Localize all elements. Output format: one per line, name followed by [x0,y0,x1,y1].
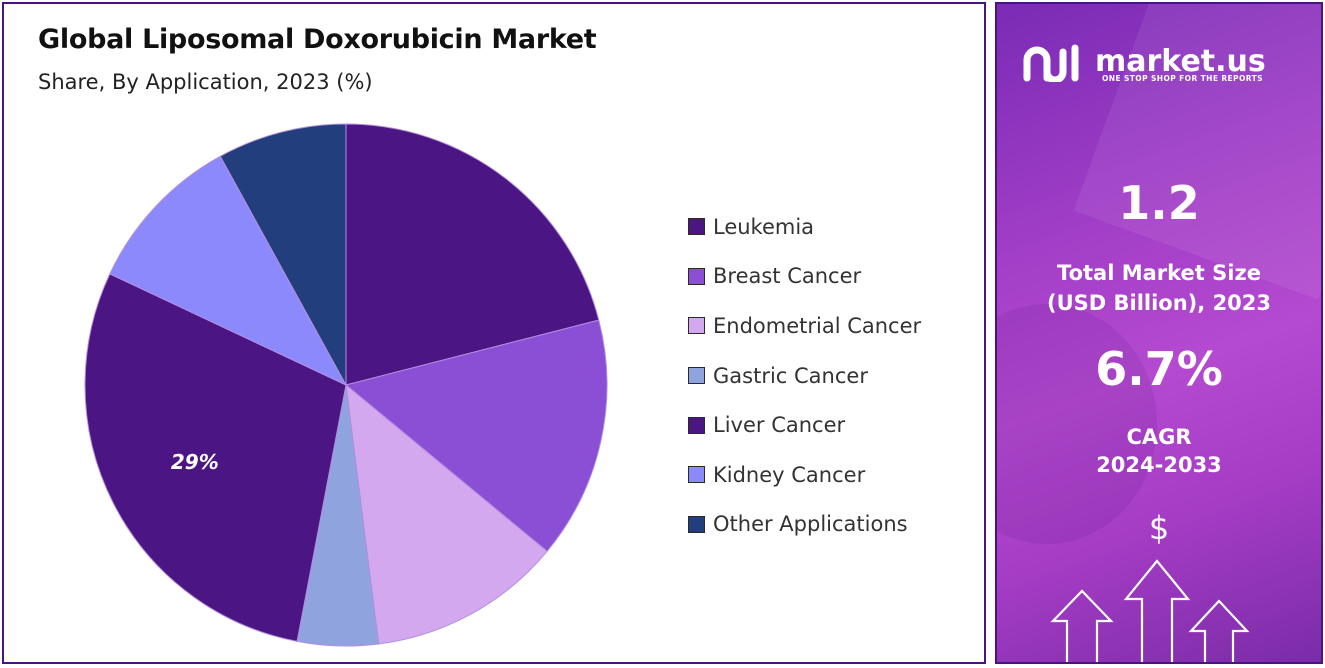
legend-swatch [688,218,705,236]
chart-title: Global Liposomal Doxorubicin Market [38,24,597,55]
legend-item: Leukemia [688,202,921,252]
chart-legend: Leukemia Breast Cancer Endometrial Cancer G… [688,202,921,549]
pie-slice-other-applications [219,123,347,386]
pie-slice-kidney-cancer [109,155,348,387]
summary-panel: market.us ONE STOP SHOP FOR THE REPORTS … [995,2,1323,664]
market-size-label-line1: Total Market Size [1057,261,1261,285]
growth-arrows-icon [1050,559,1250,662]
pie-slice-endometrial-cancer [345,383,548,645]
market-size-label-line2: (USD Billion), 2023 [1046,291,1272,315]
legend-item: Endometrial Cancer [688,301,921,351]
legend-item: Liver Cancer [688,400,921,450]
legend-item: Gastric Cancer [688,351,921,401]
chart-subtitle: Share, By Application, 2023 (%) [38,70,373,94]
brand-name: market.us [1095,44,1266,79]
market-us-logo-icon [1023,44,1079,82]
legend-swatch [688,416,705,434]
legend-swatch [688,317,705,335]
legend-swatch [688,367,705,385]
legend-label: Endometrial Cancer [713,313,922,338]
legend-swatch [688,267,705,285]
legend-swatch [688,515,705,533]
brand-tagline: ONE STOP SHOP FOR THE REPORTS [1102,74,1263,83]
legend-label: Other Applications [713,512,908,537]
legend-label: Gastric Cancer [713,363,868,388]
legend-item: Kidney Cancer [688,450,921,500]
data-label: 29% [171,450,219,474]
cagr-value: 6.7% [1095,342,1223,396]
legend-item: Breast Cancer [688,252,921,302]
pie-slice-leukemia [345,123,600,386]
legend-label: Kidney Cancer [713,462,866,487]
legend-label: Breast Cancer [713,264,862,289]
pie-slice-liver-cancer [84,273,347,642]
cagr-label-line1: CAGR [1126,425,1192,449]
market-size-value: 1.2 [1118,176,1200,230]
brand-logo: market.us [1023,42,1266,82]
legend-swatch [688,466,705,484]
dollar-icon: $ [1148,509,1170,547]
cagr-label-line2: 2024-2033 [1096,453,1222,477]
legend-label: Liver Cancer [713,413,846,438]
pie-chart: 29% [84,123,608,647]
legend-item: Other Applications [688,500,921,550]
pie-slice-breast-cancer [344,319,608,553]
legend-label: Leukemia [713,214,815,239]
